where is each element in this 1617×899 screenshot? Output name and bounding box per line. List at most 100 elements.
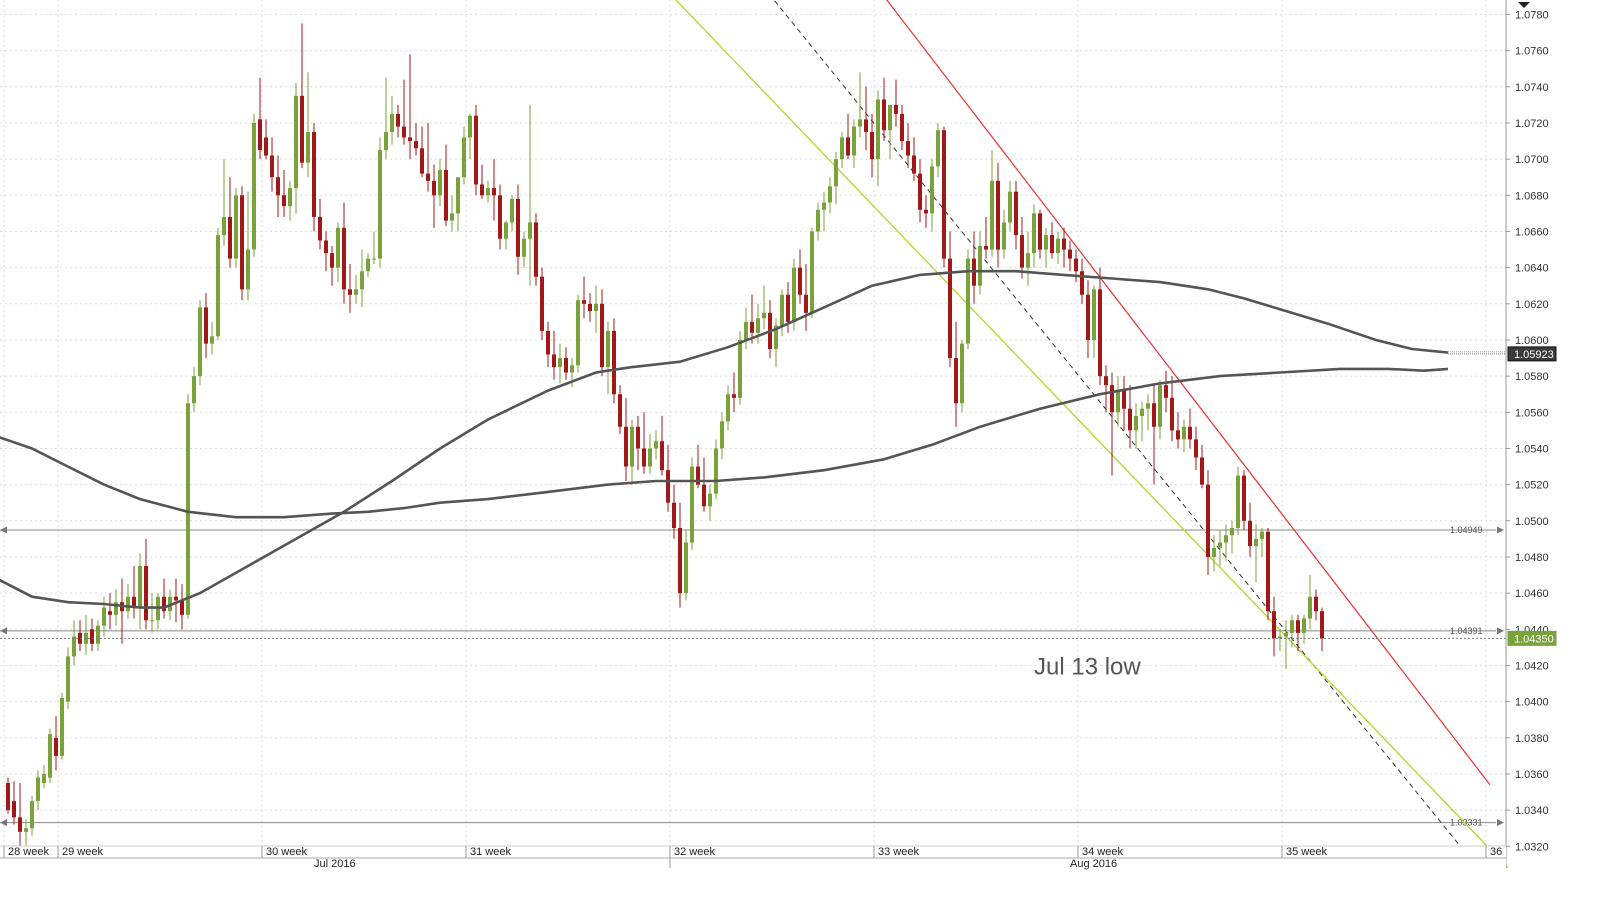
candle-body-down: [894, 104, 898, 114]
week-label: 31 week: [470, 846, 511, 858]
candle-body-down: [786, 294, 790, 322]
candle-body-up: [222, 217, 226, 236]
candle-body-down: [408, 137, 412, 142]
candle-body-up: [1026, 253, 1030, 268]
candle-body-down: [396, 113, 400, 127]
scroll-marker-icon[interactable]: [1518, 2, 1530, 8]
month-label: Aug 2016: [1070, 858, 1117, 870]
candle-body-up: [102, 607, 106, 626]
candle-body-down: [534, 222, 538, 277]
candle-body-down: [1050, 235, 1054, 254]
candle-body-up: [840, 137, 844, 160]
trendline-midline[interactable]: [752, 0, 1479, 868]
y-tick-label: 1.0560: [1515, 407, 1549, 419]
y-tick-label: 1.0640: [1515, 263, 1549, 275]
candle-body-up: [720, 421, 724, 449]
price-tag-label: 1.05923: [1514, 349, 1554, 361]
candle-body-down: [204, 307, 208, 344]
candle-body-down: [1320, 611, 1324, 639]
candle-body-down: [1098, 289, 1102, 377]
candle-body-up: [1284, 632, 1288, 637]
candle-body-up: [42, 773, 46, 784]
price-tag-label: 1.04350: [1514, 633, 1554, 645]
candle-body-down: [330, 253, 334, 268]
level-label: 1.03331: [1450, 818, 1483, 828]
candle-body-down: [1164, 385, 1168, 398]
trendline-support[interactable]: [650, 0, 1509, 868]
y-tick-label: 1.0500: [1515, 516, 1549, 528]
candle-body-up: [294, 95, 298, 189]
level-label: 1.04949: [1450, 525, 1483, 535]
candle-body-up: [714, 448, 718, 494]
candle-body-up: [1230, 528, 1234, 536]
candle-body-up: [1212, 547, 1216, 557]
candle-body-down: [1110, 385, 1114, 413]
candle-body-down: [240, 195, 244, 290]
candle-body-up: [1146, 403, 1150, 409]
candle-body-up: [510, 198, 514, 223]
y-tick-label: 1.0600: [1515, 335, 1549, 347]
candle-body-down: [1068, 249, 1072, 259]
candle-body-down: [1014, 191, 1018, 236]
candle-body-up: [990, 180, 994, 250]
trendline-resistance[interactable]: [866, 0, 1491, 786]
candle-body-down: [1128, 408, 1132, 431]
candle-body-up: [48, 734, 52, 778]
candle-body-up: [1254, 538, 1258, 547]
candle-body-up: [1008, 191, 1012, 223]
candle-body-up: [834, 159, 838, 187]
candle-body-down: [672, 502, 676, 529]
candle-body-down: [432, 180, 436, 196]
candle-body-down: [312, 132, 316, 217]
candle-body-up: [372, 258, 376, 260]
candle-body-up: [828, 186, 832, 203]
week-label: 30 week: [266, 846, 307, 858]
level-right-arrow-icon: [1497, 627, 1504, 635]
candle-body-down: [900, 113, 904, 142]
candle-body-down: [426, 173, 430, 181]
candle-body-up: [198, 307, 202, 377]
candle-body-down: [270, 155, 274, 178]
candle-body-up: [192, 376, 196, 404]
candle-body-up: [528, 222, 532, 239]
candle-body-up: [456, 177, 460, 214]
candle-body-up: [774, 325, 778, 350]
y-tick-label: 1.0620: [1515, 299, 1549, 311]
moving-averages: [0, 269, 1449, 609]
candle-body-down: [600, 303, 604, 368]
candle-body-down: [864, 119, 868, 133]
candle-body-up: [288, 188, 292, 207]
candle-body-down: [90, 629, 94, 644]
candle-body-down: [660, 441, 664, 471]
candle-body-up: [462, 137, 466, 178]
candle-body-down: [1272, 611, 1276, 639]
week-label: 35 week: [1286, 846, 1327, 858]
candle-body-down: [948, 258, 952, 359]
candle-body-down: [6, 783, 10, 811]
current-price-line: [0, 351, 1506, 639]
candle-body-up: [24, 828, 28, 832]
candle-body-up: [630, 426, 634, 467]
candle-body-down: [498, 195, 502, 239]
candle-body-down: [258, 119, 262, 151]
candle-body-down: [846, 137, 850, 156]
candle-body-down: [1266, 531, 1270, 612]
candle-body-up: [138, 566, 142, 608]
candle-body-down: [414, 141, 418, 149]
candle-body-down: [348, 289, 352, 295]
candle-body-down: [1206, 484, 1210, 557]
candle-body-up: [486, 188, 490, 196]
candle-body-up: [126, 596, 130, 612]
candle-body-up: [1302, 618, 1306, 633]
candle-body-up: [384, 132, 388, 151]
price-tag: [1507, 346, 1557, 362]
candle-body-down: [642, 448, 646, 467]
candle-body-up: [936, 130, 940, 167]
candle-body-up: [390, 113, 394, 133]
candle-body-down: [492, 188, 496, 196]
week-label: 29 week: [62, 846, 103, 858]
candle-body-up: [654, 441, 658, 449]
candle-body-down: [276, 177, 280, 196]
